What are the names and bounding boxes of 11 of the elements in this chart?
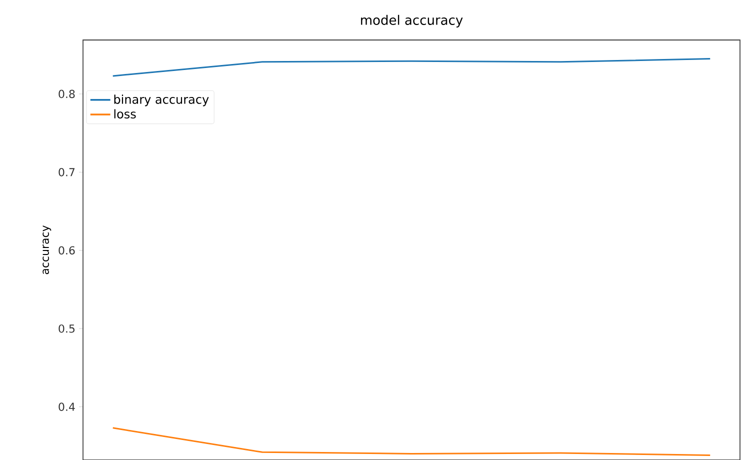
legend-label: loss: [114, 109, 136, 118]
line-series: [112, 58, 711, 77]
y-tick-label: 0.6: [58, 246, 75, 255]
y-tick-label: 0.4: [58, 402, 75, 411]
legend-label: binary accuracy: [114, 94, 209, 106]
y-tick-label: 0.5: [58, 324, 75, 333]
y-axis-title: accuracy: [42, 225, 52, 274]
chart-title: model accuracy: [361, 14, 463, 28]
y-tick-label: 0.7: [58, 168, 75, 176]
y-tick-label: 0.8: [58, 90, 75, 98]
line-series: [112, 427, 711, 456]
